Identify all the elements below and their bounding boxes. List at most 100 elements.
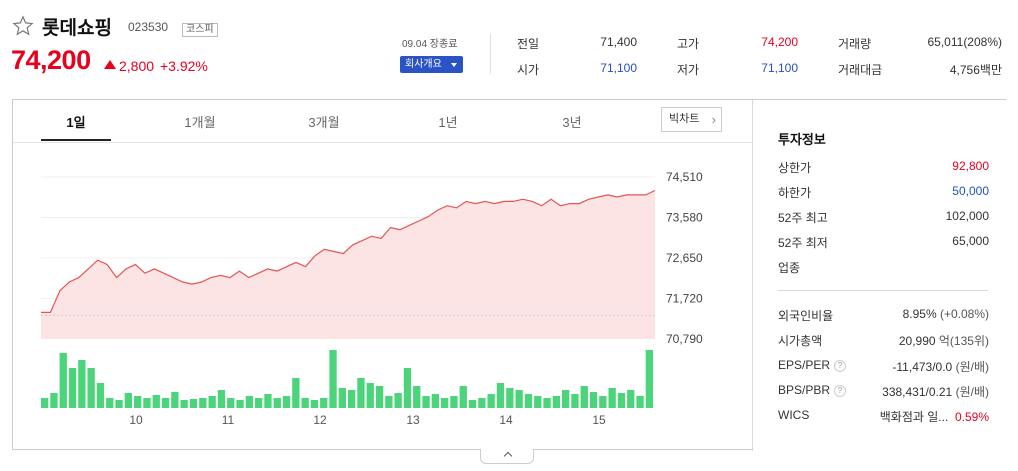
- volume-bar: [552, 396, 560, 408]
- bps-pbr-label: BPS/PBR?: [778, 383, 847, 397]
- volume-bar: [161, 398, 170, 408]
- high52-value: 102,000: [945, 209, 989, 223]
- volume-bar: [189, 399, 198, 408]
- volume-bar: [617, 393, 626, 408]
- tab-3month[interactable]: 3개월: [308, 115, 340, 130]
- trade-value: 4,756백만: [900, 61, 1002, 78]
- low52-value: 65,000: [952, 234, 989, 248]
- foreign-ratio-value: 8.95% (+0.08%): [903, 307, 989, 321]
- expand-toggle-button[interactable]: [480, 449, 534, 464]
- volume-bar: [199, 398, 207, 408]
- chart-panel: 1일 1개월 3개월 1년 3년 빅차트 › 74,510 73,580 72,65…: [12, 99, 1007, 451]
- x-tick-label: 12: [313, 413, 327, 427]
- low-label: 저가: [677, 63, 700, 77]
- volume-bar: [292, 378, 300, 408]
- volume-bar: [180, 400, 188, 408]
- trade-value-unit: 백만: [979, 63, 1002, 77]
- company-overview-button[interactable]: 회사개요: [400, 56, 463, 73]
- volume-bar: [543, 398, 551, 408]
- volume-bar: [134, 396, 142, 408]
- volume-bar: [273, 398, 281, 408]
- market-cap-label: 시가총액: [778, 334, 823, 348]
- chevron-right-icon: ›: [711, 112, 716, 127]
- volume-bar: [580, 386, 588, 408]
- volume-bar: [152, 395, 160, 408]
- volume-bar: [143, 398, 151, 408]
- prev-close-value: 71,400: [600, 35, 637, 49]
- wics-industry: 백화점과 일...: [879, 410, 949, 424]
- x-tick-label: 10: [129, 413, 143, 427]
- y-tick-label: 74,510: [666, 170, 703, 184]
- y-tick-label: 73,580: [666, 211, 703, 225]
- volume-bar: [264, 394, 272, 408]
- volume-bar: [41, 398, 49, 408]
- up-arrow-icon: [104, 60, 116, 69]
- header-divider: [490, 34, 491, 74]
- bigchart-label: 빅차트: [669, 113, 700, 125]
- volume-bar: [589, 392, 598, 408]
- volume-bar: [50, 393, 58, 408]
- volume-bar: [68, 368, 77, 408]
- favorite-star-icon[interactable]: [12, 15, 34, 37]
- eps-per-label: EPS/PER?: [778, 358, 847, 372]
- low-value: 71,100: [761, 61, 798, 75]
- tab-1year[interactable]: 1년: [438, 115, 458, 130]
- high-value: 74,200: [761, 35, 798, 49]
- volume-bar: [487, 394, 495, 408]
- lower-limit-value: 50,000: [952, 184, 989, 198]
- volume-bar: [282, 396, 291, 408]
- x-tick-label: 13: [406, 413, 420, 427]
- lower-limit-label: 하한가: [778, 186, 812, 200]
- volume-bar: [106, 398, 114, 408]
- volume-bar: [431, 394, 439, 408]
- eps-per: -11,473/0.0: [892, 360, 953, 374]
- volume-bar: [310, 400, 319, 408]
- volume-bar: [506, 388, 514, 408]
- volume-bar: [208, 396, 216, 408]
- bps-pbr: 338,431/0.21: [882, 385, 953, 399]
- info-separator: [778, 290, 988, 291]
- tab-1day[interactable]: 1일: [66, 115, 86, 130]
- tabs-divider: [13, 142, 752, 143]
- caret-down-icon: [451, 63, 457, 67]
- bps-pbr-value: 338,431/0.21 (원/배): [882, 383, 989, 400]
- volume-bar: [450, 396, 458, 408]
- volume-bar: [96, 383, 105, 408]
- volume-bar: [87, 368, 95, 408]
- volume-bar: [357, 378, 365, 408]
- volume-bar: [636, 396, 644, 408]
- market-status-date: 09.04 장종료: [402, 39, 458, 50]
- info-title: 투자정보: [778, 132, 826, 147]
- chevron-up-icon: [503, 451, 513, 461]
- foreign-ratio: 8.95%: [902, 307, 937, 321]
- x-axis-labels: 10 11 12 13 14 15: [129, 413, 606, 427]
- volume-bar: [459, 386, 467, 408]
- y-tick-label: 71,720: [666, 292, 703, 306]
- help-icon[interactable]: ?: [834, 385, 847, 397]
- period-tabs: 1일 1개월 3개월 1년 3년 빅차트 ›: [13, 100, 752, 142]
- open-label: 시가: [517, 63, 540, 77]
- volume-bar: [562, 390, 570, 408]
- volume-bar: [645, 350, 653, 408]
- tab-1month[interactable]: 1개월: [184, 115, 216, 130]
- volume-bar: [245, 396, 253, 408]
- low52-label: 52주 최저: [778, 236, 828, 250]
- volume-bar: [413, 386, 421, 408]
- volume-bar: [366, 383, 374, 408]
- y-tick-label: 72,650: [666, 251, 703, 265]
- volume-bar: [385, 396, 393, 408]
- volume-bar: [524, 394, 533, 408]
- volume-bar: [348, 390, 356, 408]
- x-tick-label: 15: [592, 413, 606, 427]
- wics-value[interactable]: 백화점과 일... 0.59%: [880, 408, 989, 425]
- upper-limit-value: 92,800: [952, 159, 989, 173]
- current-price: 74,200: [11, 45, 91, 75]
- tab-3year[interactable]: 3년: [562, 115, 582, 130]
- volume-bar: [115, 400, 123, 408]
- bps-pbr-text: BPS/PBR: [778, 383, 831, 397]
- bigchart-button[interactable]: 빅차트 ›: [661, 107, 722, 132]
- help-icon[interactable]: ?: [834, 360, 847, 372]
- active-tab-indicator: [41, 139, 111, 141]
- trade-value-label: 거래대금: [838, 63, 883, 77]
